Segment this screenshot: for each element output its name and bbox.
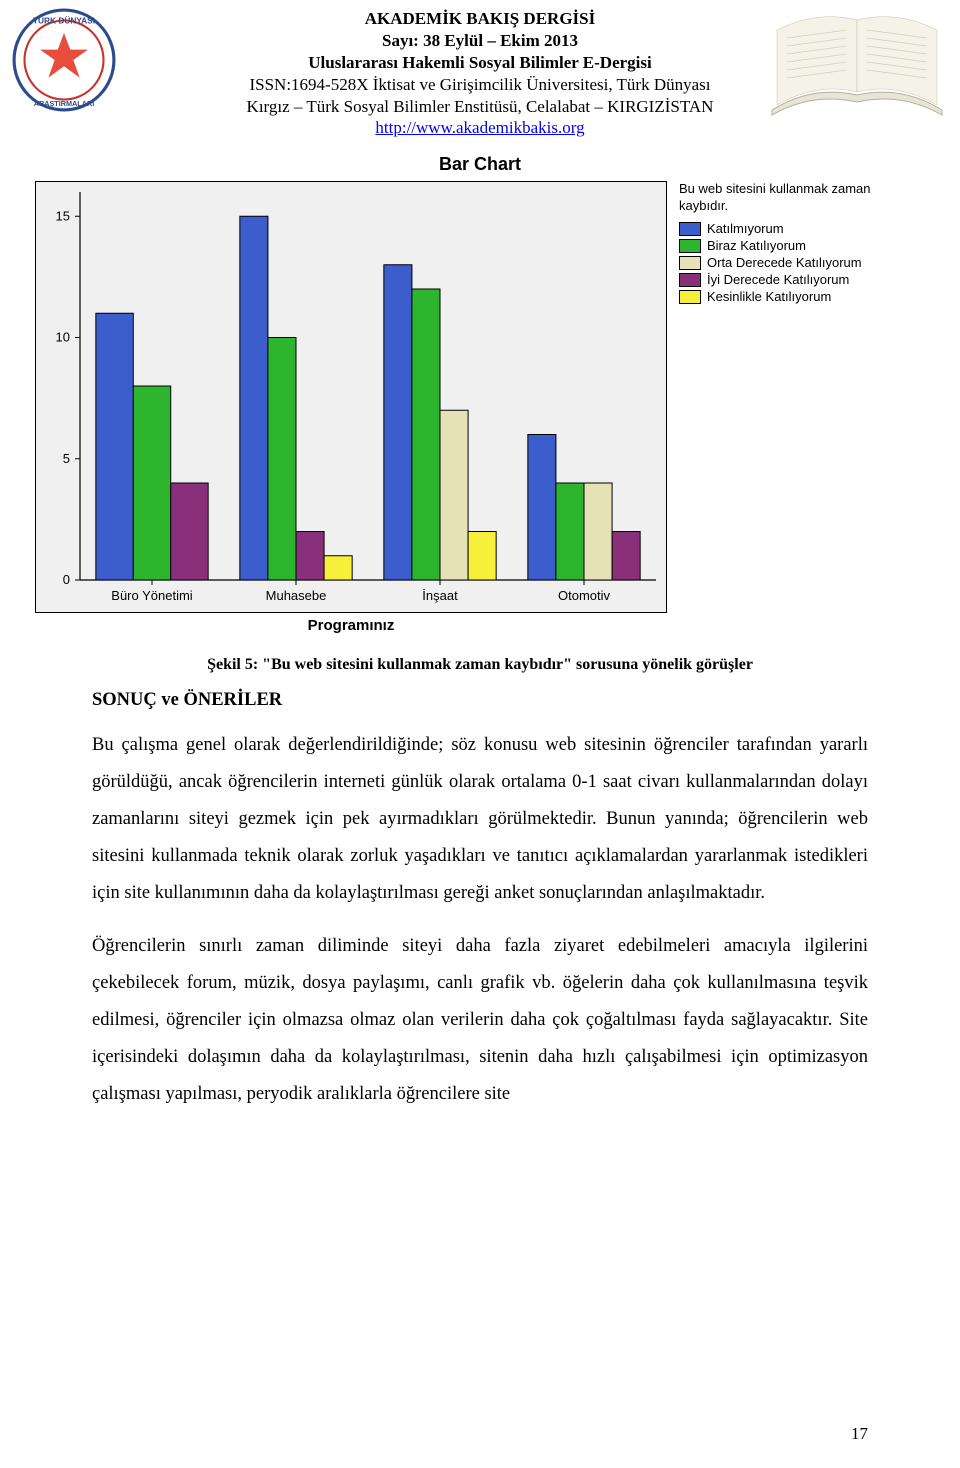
legend-label: Kesinlikle Katılıyorum bbox=[707, 289, 831, 304]
legend-label: Orta Derecede Katılıyorum bbox=[707, 255, 862, 270]
legend-swatch bbox=[679, 222, 701, 236]
chart-title: Bar Chart bbox=[35, 154, 925, 175]
svg-text:Büro Yönetimi: Büro Yönetimi bbox=[111, 588, 193, 603]
svg-text:Otomotiv: Otomotiv bbox=[558, 588, 611, 603]
journal-header: TÜRK DÜNYASI ARAŞTIRMALARI AKADEMİK BAKI… bbox=[0, 0, 960, 142]
paragraph-2-text: Öğrencilerin sınırlı zaman diliminde sit… bbox=[92, 928, 868, 1113]
legend-item: Kesinlikle Katılıyorum bbox=[679, 289, 879, 304]
chart-plot-area: 0 5 10 15 Büro Yönetimi Muhasebe İnşaat Otomoti… bbox=[35, 181, 667, 613]
body-paragraph-1: Bu çalışma genel olarak değerlendirildiğ… bbox=[92, 727, 868, 912]
legend-label: İyi Derecede Katılıyorum bbox=[707, 272, 849, 287]
page-number: 17 bbox=[851, 1424, 868, 1444]
bar-chart-figure: Bar Chart Count 051015Büro YönetimiMuhas… bbox=[35, 154, 925, 634]
legend-swatch bbox=[679, 273, 701, 287]
legend-title: Bu web sitesini kullanmak zaman kaybıdır… bbox=[679, 181, 879, 215]
legend-swatch bbox=[679, 256, 701, 270]
legend-item: Biraz Katılıyorum bbox=[679, 238, 879, 253]
svg-text:ARAŞTIRMALARI: ARAŞTIRMALARI bbox=[34, 99, 95, 108]
legend-swatch bbox=[679, 290, 701, 304]
chart-legend: Bu web sitesini kullanmak zaman kaybıdır… bbox=[679, 181, 879, 306]
figure-caption: Şekil 5: "Bu web sitesini kullanmak zama… bbox=[0, 656, 960, 674]
section-heading: SONUÇ ve ÖNERİLER bbox=[92, 690, 868, 711]
legend-item: İyi Derecede Katılıyorum bbox=[679, 272, 879, 287]
chart-svg: 0 5 10 15 Büro Yönetimi Muhasebe İnşaat Otomoti… bbox=[36, 182, 666, 612]
body-paragraph-2: Öğrencilerin sınırlı zaman diliminde sit… bbox=[92, 928, 868, 1113]
svg-text:TÜRK DÜNYASI: TÜRK DÜNYASI bbox=[33, 16, 95, 26]
svg-text:İnşaat: İnşaat bbox=[422, 588, 458, 603]
legend-label: Katılmıyorum bbox=[707, 221, 784, 236]
svg-text:Muhasebe: Muhasebe bbox=[266, 588, 327, 603]
book-image-right bbox=[762, 0, 952, 130]
svg-text:5: 5 bbox=[63, 451, 70, 466]
legend-label: Biraz Katılıyorum bbox=[707, 238, 806, 253]
legend-swatch bbox=[679, 239, 701, 253]
legend-item: Orta Derecede Katılıyorum bbox=[679, 255, 879, 270]
journal-url-link[interactable]: http://www.akademikbakis.org bbox=[375, 118, 584, 137]
svg-text:15: 15 bbox=[56, 209, 70, 224]
svg-text:0: 0 bbox=[63, 572, 70, 587]
legend-item: Katılmıyorum bbox=[679, 221, 879, 236]
paragraph-1-text: Bu çalışma genel olarak değerlendirildiğ… bbox=[92, 727, 868, 912]
svg-text:10: 10 bbox=[56, 330, 70, 345]
chart-xlabel: Programınız bbox=[35, 617, 667, 634]
journal-logo-left: TÜRK DÜNYASI ARAŞTIRMALARI bbox=[12, 8, 116, 112]
